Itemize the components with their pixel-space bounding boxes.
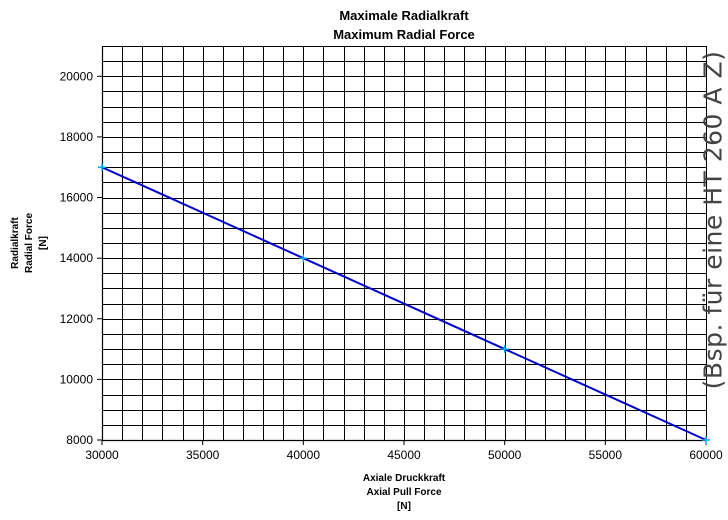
y-axis-title-line: [N] xyxy=(38,236,49,250)
tick-labels: 30000 35000 40000 45000 50000 55000 60000 8000 1… xyxy=(60,69,723,462)
data-point xyxy=(702,436,710,444)
series-line xyxy=(101,166,707,441)
y-tick-label: 20000 xyxy=(60,69,94,83)
x-axis-title-line: Axiale Druckkraft xyxy=(362,473,446,484)
y-tick-label: 14000 xyxy=(60,251,94,265)
y-tick-label: 8000 xyxy=(66,433,93,447)
data-point xyxy=(500,345,509,354)
y-axis-title-line: Radialkraft xyxy=(10,217,21,269)
x-axis-title: Axiale Druckkraft Axial Pull Force [N] xyxy=(302,472,506,514)
x-tick-label: 40000 xyxy=(287,448,321,462)
x-tick-label: 30000 xyxy=(85,448,119,462)
x-tick-label: 60000 xyxy=(689,448,723,462)
x-tick-label: 35000 xyxy=(186,448,220,462)
x-tick-label: 50000 xyxy=(488,448,522,462)
chart-title: Maximale Radialkraft xyxy=(339,8,469,23)
x-axis-title-line: [N] xyxy=(397,501,411,512)
series xyxy=(98,163,710,444)
x-tick-label: 45000 xyxy=(387,448,421,462)
chart-subtitle: Maximum Radial Force xyxy=(333,27,475,42)
y-axis-title-line: Radial Force xyxy=(24,212,35,274)
x-tick-label: 55000 xyxy=(589,448,623,462)
data-point xyxy=(299,254,308,263)
grid xyxy=(102,46,707,441)
x-axis-title-line: Axial Pull Force xyxy=(366,487,442,498)
y-tick-label: 12000 xyxy=(60,312,94,326)
y-tick-label: 18000 xyxy=(60,130,94,144)
side-annotation: (Bsp. für eine HT 260 A Z) xyxy=(698,50,728,390)
y-tick-label: 16000 xyxy=(60,191,94,205)
data-point xyxy=(98,163,106,172)
axes xyxy=(97,46,707,445)
y-axis-title: Radialkraft Radial Force [N] xyxy=(9,193,51,293)
y-tick-label: 10000 xyxy=(60,372,94,386)
